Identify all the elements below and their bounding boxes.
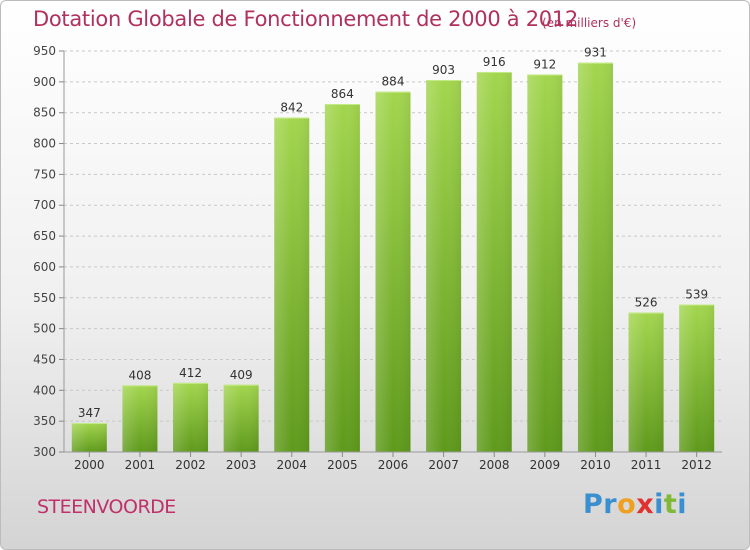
y-tick-label: 800 [33,137,56,151]
bar-shine [577,62,613,453]
y-tick-label: 900 [33,75,56,89]
x-tick-label: 2001 [125,458,156,472]
y-tick-label: 300 [33,445,56,459]
bar-shine [122,385,158,452]
data-label: 842 [280,101,303,115]
bar-shine [679,304,715,452]
bar-shine [71,423,107,452]
data-label: 903 [432,63,455,77]
bar-shine [426,79,462,452]
data-label: 539 [685,288,708,302]
x-tick-label: 2011 [631,458,662,472]
commune-name: STEENVOORDE [37,496,176,518]
logo-letter: P [583,489,604,520]
y-tick-label: 350 [33,414,56,428]
y-tick-label: 850 [33,106,56,120]
x-tick-label: 2003 [226,458,257,472]
logo-letter: x [636,489,655,520]
x-tick-label: 2005 [327,458,358,472]
logo-letter: i [654,489,664,520]
bar-shine [476,71,512,452]
data-label: 347 [78,406,101,420]
x-tick-label: 2010 [580,458,611,472]
data-label: 912 [533,57,556,71]
logo-letter: i [677,489,688,520]
data-label: 916 [483,55,506,69]
data-label: 884 [382,75,405,89]
data-label: 412 [179,366,202,380]
x-tick-label: 2012 [681,458,712,472]
logo-letter: o [617,489,637,520]
x-tick-label: 2007 [428,458,459,472]
y-tick-label: 950 [33,44,56,58]
logo-letter: r [603,489,618,520]
data-label: 864 [331,87,354,101]
x-tick-label: 2002 [175,458,206,472]
chart-unit: (en milliers d'€) [542,16,637,30]
bar-shine [274,117,310,453]
chart-title: Dotation Globale de Fonctionnement de 20… [33,7,578,31]
y-tick-label: 550 [33,291,56,305]
x-tick-label: 2009 [530,458,561,472]
bar-shine [527,74,563,452]
data-label: 931 [584,46,607,60]
data-label: 408 [128,368,151,382]
x-tick-label: 2008 [479,458,510,472]
y-tick-label: 700 [33,198,56,212]
y-tick-label: 750 [33,167,56,181]
bar-shine [324,104,360,452]
x-tick-label: 2004 [276,458,307,472]
bar-shine [375,91,411,453]
y-tick-label: 450 [33,352,56,366]
y-tick-label: 650 [33,229,56,243]
x-tick-label: 2006 [378,458,409,472]
bar-shine [223,384,259,452]
data-label: 409 [230,368,253,382]
data-label: 526 [635,296,658,310]
y-tick-label: 600 [33,260,56,274]
y-tick-label: 400 [33,383,56,397]
logo-letter: t [663,489,678,520]
proxiti-logo: Proxiti [583,489,687,520]
x-tick-label: 2000 [74,458,105,472]
bar-shine [628,312,664,452]
y-tick-label: 500 [33,322,56,336]
bar-shine [173,382,209,452]
